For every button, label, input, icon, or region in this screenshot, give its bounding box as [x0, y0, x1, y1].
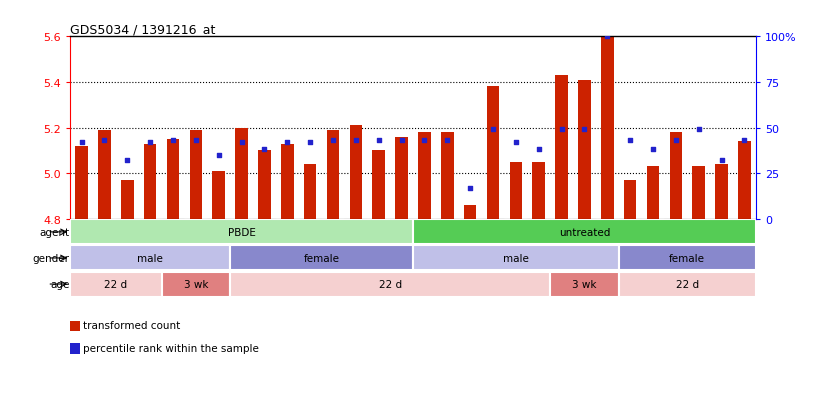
- Bar: [121, 180, 134, 219]
- Bar: [373, 151, 385, 219]
- Bar: [144, 144, 156, 219]
- Point: [395, 138, 408, 144]
- Point: [692, 127, 705, 133]
- Text: transformed count: transformed count: [83, 320, 181, 330]
- Point: [624, 138, 637, 144]
- Point: [258, 147, 271, 153]
- Text: male: male: [503, 253, 529, 263]
- Point: [555, 127, 568, 133]
- Bar: [98, 131, 111, 219]
- Bar: [70, 220, 413, 245]
- Text: 3 wk: 3 wk: [183, 279, 208, 290]
- Point: [578, 127, 591, 133]
- Bar: [692, 167, 705, 219]
- Text: 22 d: 22 d: [104, 279, 127, 290]
- Bar: [304, 165, 316, 219]
- Bar: [162, 272, 230, 297]
- Point: [281, 140, 294, 146]
- Bar: [230, 246, 413, 271]
- Text: female: female: [669, 253, 705, 263]
- Bar: [259, 151, 271, 219]
- Bar: [619, 272, 756, 297]
- Bar: [70, 272, 162, 297]
- Text: 22 d: 22 d: [378, 279, 401, 290]
- Text: agent: agent: [40, 227, 69, 237]
- Point: [601, 34, 614, 40]
- Bar: [578, 81, 591, 219]
- Point: [121, 158, 134, 164]
- Bar: [555, 76, 567, 219]
- Point: [304, 140, 317, 146]
- Text: untreated: untreated: [558, 227, 610, 237]
- Bar: [190, 131, 202, 219]
- Bar: [647, 167, 659, 219]
- Bar: [413, 246, 619, 271]
- Bar: [510, 162, 522, 219]
- Bar: [738, 142, 751, 219]
- Bar: [230, 272, 550, 297]
- Bar: [75, 147, 88, 219]
- Bar: [533, 162, 545, 219]
- Bar: [327, 131, 339, 219]
- Point: [532, 147, 545, 153]
- Bar: [624, 180, 636, 219]
- Bar: [670, 133, 682, 219]
- Bar: [396, 138, 408, 219]
- Point: [715, 158, 729, 164]
- Point: [349, 138, 363, 144]
- Bar: [601, 37, 614, 219]
- Point: [326, 138, 339, 144]
- Text: female: female: [304, 253, 339, 263]
- Bar: [487, 87, 499, 219]
- Bar: [281, 144, 293, 219]
- Point: [189, 138, 202, 144]
- Bar: [349, 126, 362, 219]
- Text: GDS5034 / 1391216_at: GDS5034 / 1391216_at: [70, 23, 216, 36]
- Bar: [167, 140, 179, 219]
- Text: PBDE: PBDE: [228, 227, 255, 237]
- Bar: [413, 220, 756, 245]
- Bar: [418, 133, 430, 219]
- Text: percentile rank within the sample: percentile rank within the sample: [83, 343, 259, 353]
- Point: [372, 138, 385, 144]
- Point: [418, 138, 431, 144]
- Point: [212, 152, 225, 159]
- Point: [487, 127, 500, 133]
- Point: [97, 138, 111, 144]
- Point: [647, 147, 660, 153]
- Point: [235, 140, 249, 146]
- Text: 3 wk: 3 wk: [572, 279, 596, 290]
- Bar: [235, 128, 248, 219]
- Bar: [619, 246, 756, 271]
- Text: male: male: [137, 253, 163, 263]
- Bar: [550, 272, 619, 297]
- Point: [509, 140, 523, 146]
- Bar: [464, 206, 477, 219]
- Bar: [212, 171, 225, 219]
- Bar: [70, 246, 230, 271]
- Point: [463, 185, 477, 192]
- Text: gender: gender: [33, 253, 69, 263]
- Point: [167, 138, 180, 144]
- Point: [144, 140, 157, 146]
- Text: 22 d: 22 d: [676, 279, 699, 290]
- Bar: [715, 165, 728, 219]
- Point: [669, 138, 682, 144]
- Point: [738, 138, 751, 144]
- Text: age: age: [50, 279, 69, 290]
- Bar: [441, 133, 453, 219]
- Point: [75, 140, 88, 146]
- Point: [441, 138, 454, 144]
